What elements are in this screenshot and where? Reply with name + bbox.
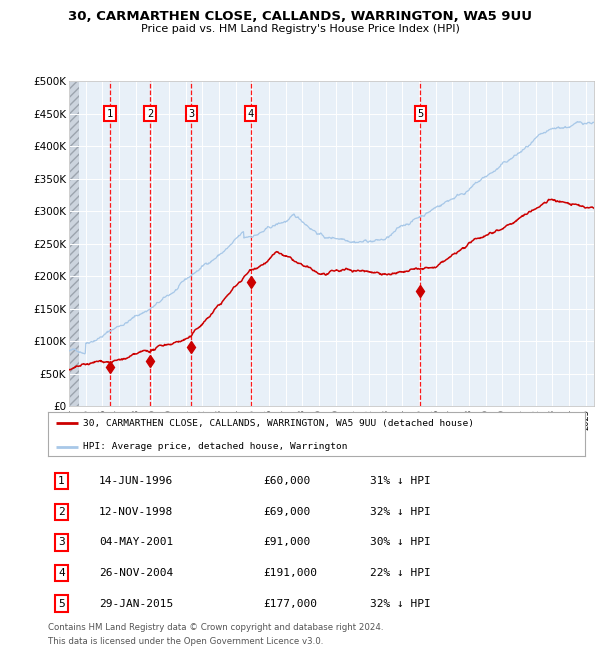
Text: Contains HM Land Registry data © Crown copyright and database right 2024.: Contains HM Land Registry data © Crown c… (48, 623, 383, 632)
Text: 30% ↓ HPI: 30% ↓ HPI (370, 538, 431, 547)
Text: 1: 1 (58, 476, 65, 486)
Text: 30, CARMARTHEN CLOSE, CALLANDS, WARRINGTON, WA5 9UU: 30, CARMARTHEN CLOSE, CALLANDS, WARRINGT… (68, 10, 532, 23)
Text: £69,000: £69,000 (263, 507, 310, 517)
Text: 29-JAN-2015: 29-JAN-2015 (99, 599, 173, 608)
Text: 12-NOV-1998: 12-NOV-1998 (99, 507, 173, 517)
Text: 5: 5 (417, 109, 424, 119)
Text: 2: 2 (147, 109, 153, 119)
Text: 30, CARMARTHEN CLOSE, CALLANDS, WARRINGTON, WA5 9UU (detached house): 30, CARMARTHEN CLOSE, CALLANDS, WARRINGT… (83, 419, 474, 428)
Text: 4: 4 (58, 568, 65, 578)
Text: 31% ↓ HPI: 31% ↓ HPI (370, 476, 431, 486)
Text: HPI: Average price, detached house, Warrington: HPI: Average price, detached house, Warr… (83, 442, 347, 451)
Text: 32% ↓ HPI: 32% ↓ HPI (370, 507, 431, 517)
Text: 3: 3 (188, 109, 194, 119)
Text: £60,000: £60,000 (263, 476, 310, 486)
Text: 14-JUN-1996: 14-JUN-1996 (99, 476, 173, 486)
Text: 2: 2 (58, 507, 65, 517)
Text: £191,000: £191,000 (263, 568, 317, 578)
Text: 3: 3 (58, 538, 65, 547)
Text: 1: 1 (107, 109, 113, 119)
Text: £91,000: £91,000 (263, 538, 310, 547)
Text: 32% ↓ HPI: 32% ↓ HPI (370, 599, 431, 608)
Text: Price paid vs. HM Land Registry's House Price Index (HPI): Price paid vs. HM Land Registry's House … (140, 24, 460, 34)
Text: 26-NOV-2004: 26-NOV-2004 (99, 568, 173, 578)
Text: £177,000: £177,000 (263, 599, 317, 608)
Text: 5: 5 (58, 599, 65, 608)
Bar (69, 81, 79, 406)
Text: 04-MAY-2001: 04-MAY-2001 (99, 538, 173, 547)
Text: 22% ↓ HPI: 22% ↓ HPI (370, 568, 431, 578)
Text: 4: 4 (248, 109, 254, 119)
Text: This data is licensed under the Open Government Licence v3.0.: This data is licensed under the Open Gov… (48, 637, 323, 646)
